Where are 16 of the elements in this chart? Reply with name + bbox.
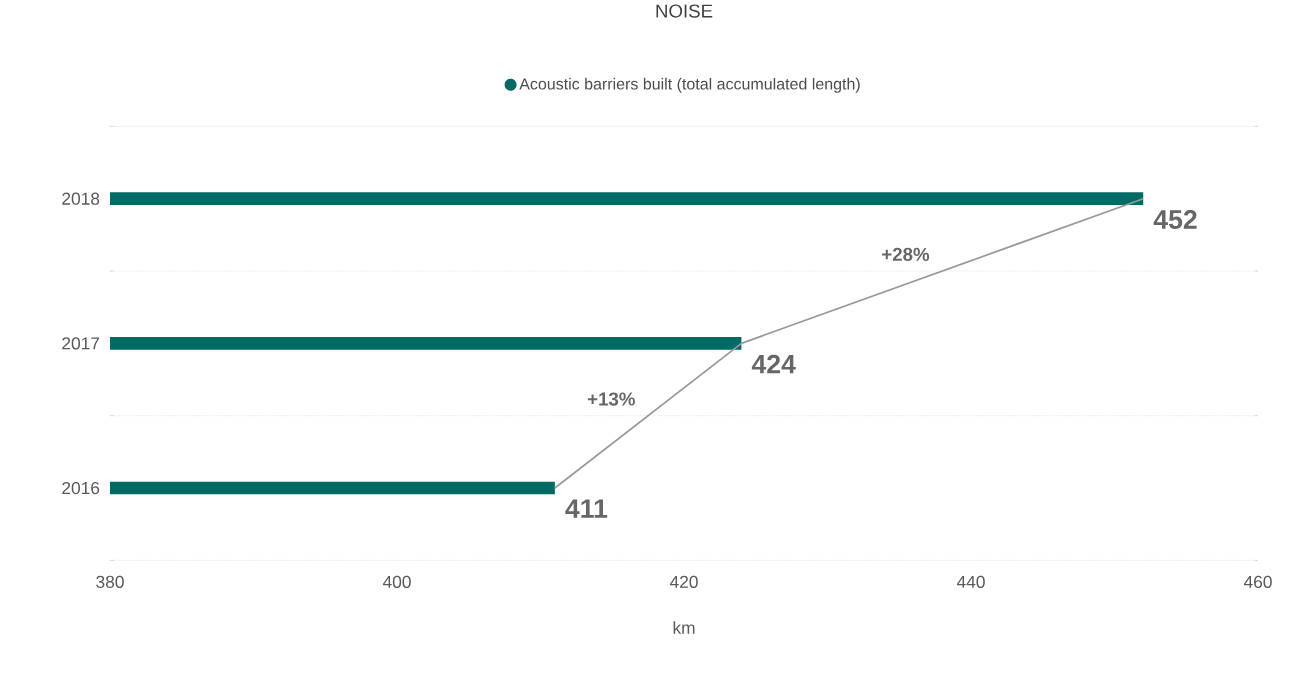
chart-title: NOISE xyxy=(656,4,713,18)
legend-label: Acoustic barriers built (total accumulated length) xyxy=(519,77,860,93)
x-axis-title: km xyxy=(673,620,695,634)
x-tick-label: 380 xyxy=(96,575,124,588)
y-tick-label: 2017 xyxy=(62,337,100,350)
x-tick-label: 400 xyxy=(382,575,411,588)
y-tick-label: 2016 xyxy=(62,481,100,494)
x-tick-label: 420 xyxy=(669,575,698,588)
annotation: +13% xyxy=(587,392,635,406)
annotation: +28% xyxy=(882,247,930,261)
x-tick-label: 460 xyxy=(1243,575,1272,588)
data-label: 424 xyxy=(751,354,796,374)
x-tick-label: 440 xyxy=(956,575,985,588)
data-label: 411 xyxy=(565,499,608,518)
y-tick-label: 2018 xyxy=(62,192,100,205)
data-label: 452 xyxy=(1153,209,1197,229)
